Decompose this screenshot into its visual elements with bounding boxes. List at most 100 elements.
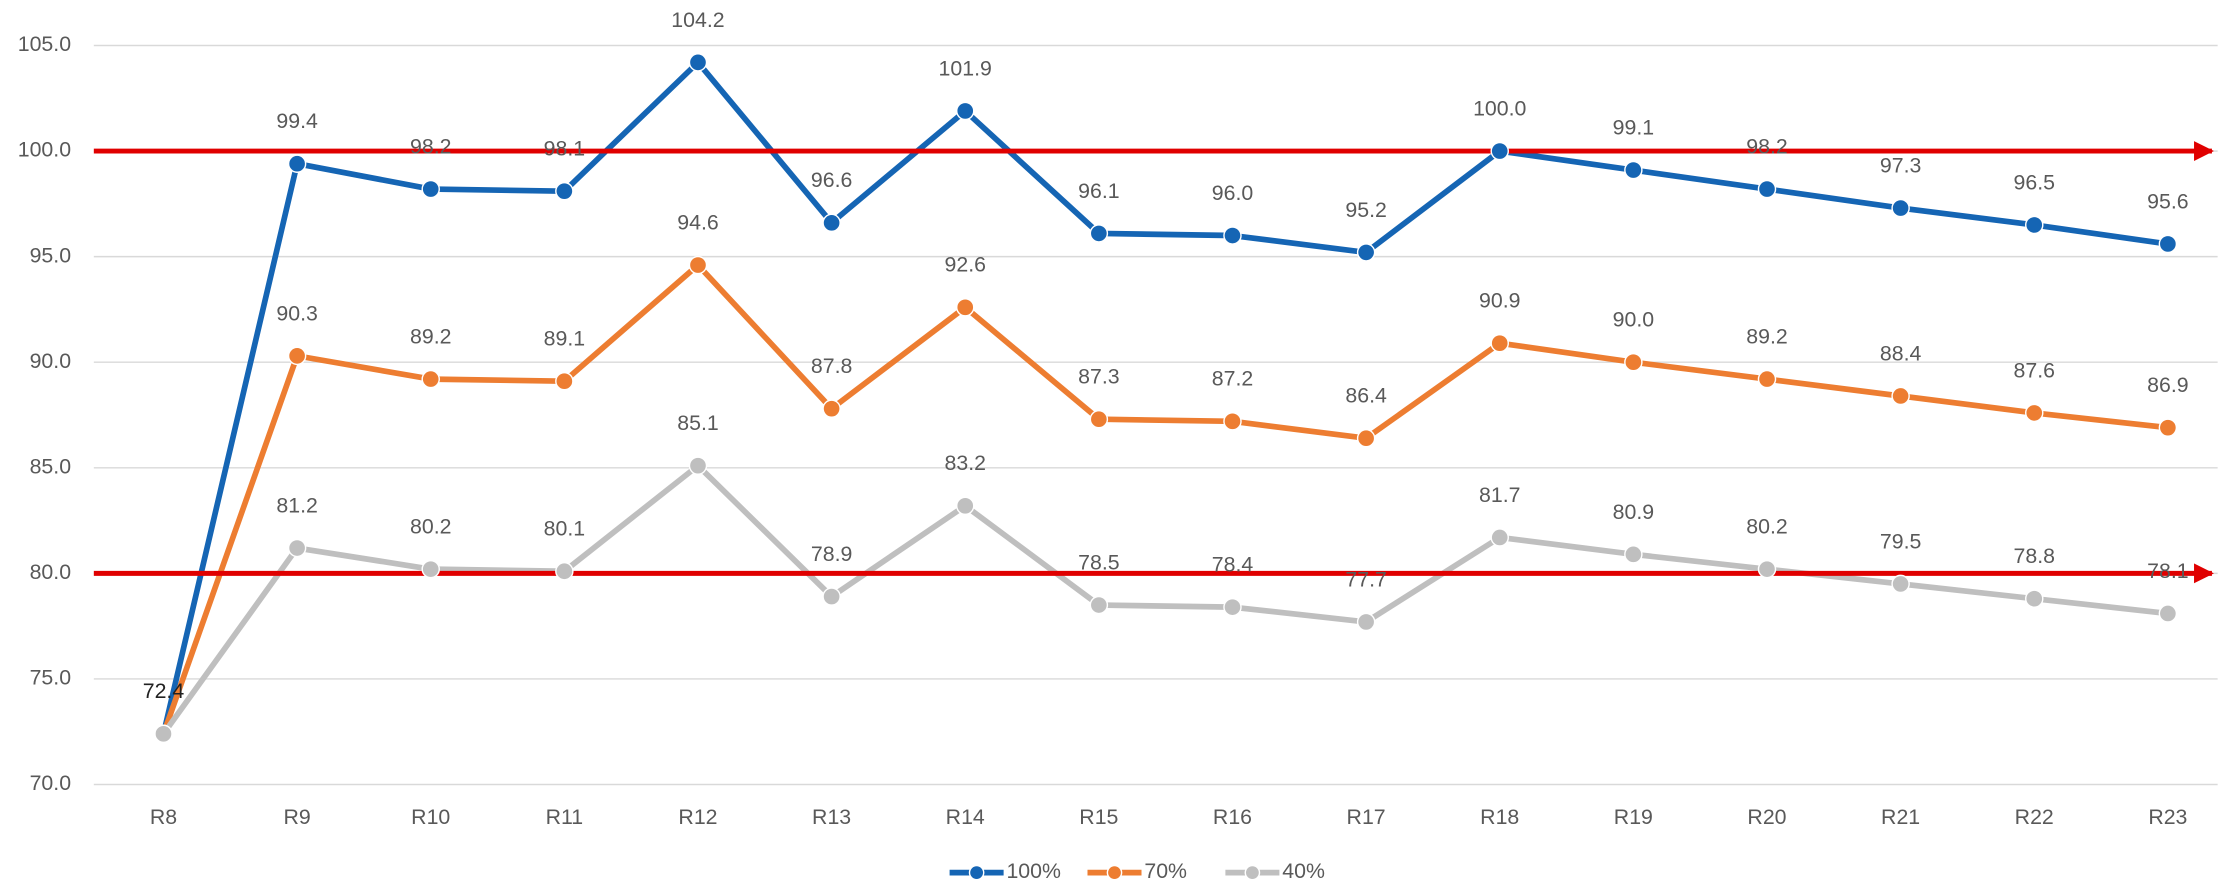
x-tick-label: R12 (678, 805, 717, 829)
point (1089, 409, 1109, 429)
data-label: 86.4 (1345, 384, 1387, 408)
point (1223, 412, 1242, 431)
data-label: 78.5 (1078, 550, 1119, 574)
legend-label: 70% (1144, 859, 1187, 883)
point (555, 181, 574, 201)
point (1624, 545, 1643, 564)
data-label: 99.4 (276, 109, 318, 133)
point (555, 371, 574, 391)
x-tick-label: R23 (2148, 805, 2187, 829)
data-label: 90.9 (1479, 289, 1520, 313)
point (1490, 333, 1509, 353)
y-tick-label: 100.0 (18, 138, 71, 162)
data-label: 96.1 (1078, 179, 1119, 203)
y-tick-label: 90.0 (30, 349, 72, 373)
data-label: 92.6 (944, 253, 985, 277)
data-label: 104.2 (671, 8, 724, 32)
x-tick-label: R18 (1480, 805, 1519, 829)
y-tick-label: 105.0 (18, 32, 71, 56)
y-tick-label: 95.0 (30, 243, 72, 267)
data-label: 88.4 (1880, 341, 1922, 365)
data-label: 96.0 (1212, 181, 1254, 205)
point (2025, 403, 2044, 423)
data-label: 78.9 (811, 542, 852, 566)
point (1757, 369, 1777, 389)
point (822, 587, 841, 606)
x-tick-label: R8 (150, 805, 177, 829)
point (287, 538, 307, 558)
y-tick-label: 80.0 (30, 560, 72, 584)
data-label: 96.6 (811, 168, 852, 192)
point (955, 101, 975, 121)
point (688, 255, 708, 275)
data-label: 95.2 (1345, 198, 1386, 222)
point (1624, 352, 1643, 372)
legend-marker (968, 864, 985, 881)
point (1891, 574, 1910, 594)
point (1356, 612, 1376, 632)
x-tick-label: R21 (1881, 805, 1920, 829)
data-label: 97.3 (1880, 153, 1921, 177)
data-label: 81.2 (276, 493, 317, 517)
legend-marker (1106, 864, 1123, 881)
point (822, 399, 841, 418)
point (1223, 597, 1242, 617)
point (287, 346, 307, 366)
legend-marker (1244, 864, 1261, 881)
point (421, 559, 440, 579)
data-label: 96.5 (2014, 170, 2055, 194)
data-label: 90.0 (1613, 308, 1655, 332)
data-label: 80.2 (410, 515, 451, 539)
point (1757, 179, 1777, 199)
series-line (160, 59, 2169, 735)
data-label: 72.4 (143, 679, 185, 703)
point (955, 496, 975, 516)
point (955, 298, 975, 317)
point (287, 154, 307, 173)
point (822, 213, 841, 233)
x-tick-label: R11 (546, 805, 584, 829)
x-tick-label: R10 (411, 805, 450, 829)
point (1891, 386, 1910, 406)
data-label: 81.7 (1479, 483, 1520, 507)
x-tick-label: R14 (946, 805, 985, 829)
data-label: 98.2 (1746, 134, 1787, 158)
data-label: 89.2 (410, 325, 451, 349)
legend-label: 100% (1006, 859, 1061, 883)
legend-label: 40% (1282, 859, 1325, 883)
point (1089, 224, 1109, 243)
data-label: 100.0 (1473, 96, 1526, 120)
point (2158, 234, 2178, 254)
data-label: 80.2 (1746, 515, 1787, 539)
data-label: 80.9 (1613, 500, 1654, 524)
x-tick-label: R17 (1347, 805, 1386, 829)
point (421, 179, 440, 199)
x-tick-label: R15 (1079, 805, 1118, 829)
point (1891, 198, 1910, 218)
series-line (160, 262, 2169, 735)
data-label: 90.3 (276, 301, 317, 325)
data-label: 89.1 (544, 327, 585, 351)
point (2025, 589, 2044, 608)
point (1223, 226, 1242, 245)
x-tick-label: R9 (283, 805, 310, 829)
data-label: 87.6 (2014, 358, 2055, 382)
point (1089, 595, 1109, 615)
data-label: 98.2 (410, 134, 451, 158)
x-tick-label: R16 (1213, 805, 1252, 829)
point (555, 562, 574, 581)
point (1356, 243, 1376, 262)
point (1757, 559, 1777, 579)
data-label: 99.1 (1613, 115, 1654, 139)
data-label: 77.7 (1345, 567, 1386, 591)
series-line (161, 462, 2169, 736)
point (2158, 604, 2178, 623)
point (1356, 428, 1376, 448)
y-tick-label: 75.0 (30, 666, 72, 690)
data-label: 78.4 (1212, 553, 1254, 577)
x-tick-label: R20 (1747, 805, 1786, 829)
data-label: 101.9 (939, 56, 992, 80)
data-label: 98.1 (544, 137, 585, 161)
y-tick-label: 85.0 (30, 454, 72, 478)
